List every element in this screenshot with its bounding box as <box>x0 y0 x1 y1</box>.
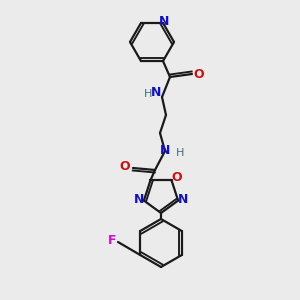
Text: H: H <box>144 89 152 99</box>
Text: F: F <box>108 235 116 248</box>
Text: O: O <box>171 171 182 184</box>
Text: N: N <box>134 193 144 206</box>
Text: O: O <box>120 160 130 173</box>
Text: N: N <box>178 193 188 206</box>
Text: N: N <box>160 145 170 158</box>
Text: H: H <box>176 148 184 158</box>
Text: N: N <box>159 15 169 28</box>
Text: N: N <box>151 86 161 100</box>
Text: O: O <box>194 68 204 80</box>
